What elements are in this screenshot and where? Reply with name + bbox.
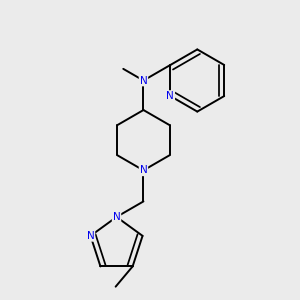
Text: N: N <box>113 212 120 222</box>
Text: N: N <box>167 91 174 101</box>
Text: N: N <box>140 165 147 175</box>
Text: N: N <box>87 231 94 241</box>
Text: N: N <box>140 76 147 85</box>
